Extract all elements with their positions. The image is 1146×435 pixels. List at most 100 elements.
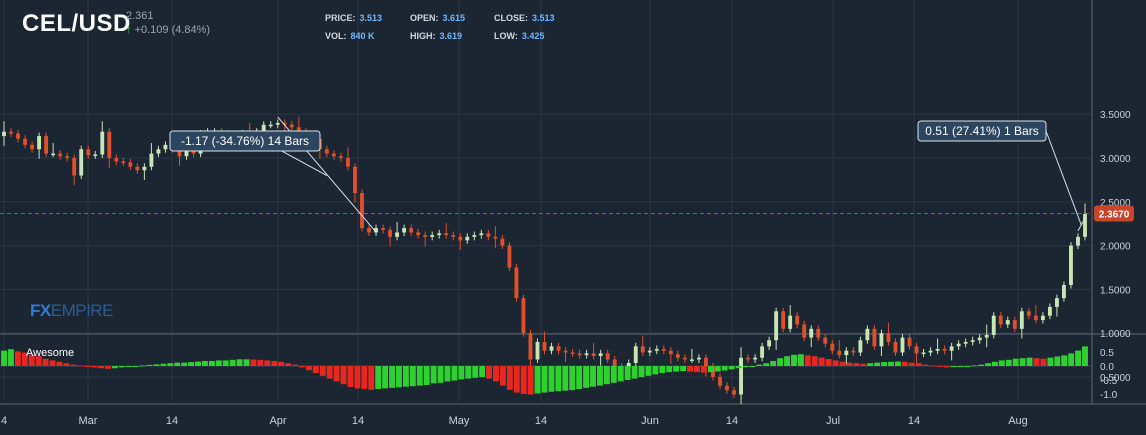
price-change-value: +0.109 (4.84%) bbox=[134, 24, 211, 36]
candle-body bbox=[718, 377, 722, 386]
x-tick-label: 14 bbox=[166, 415, 178, 427]
candle-body bbox=[1019, 311, 1024, 329]
osc-bar bbox=[1040, 358, 1047, 366]
osc-bar bbox=[603, 366, 610, 385]
measure-label: -1.17 (-34.76%) 14 Bars bbox=[181, 134, 309, 148]
candle-body bbox=[661, 348, 666, 351]
candle-body bbox=[753, 357, 758, 360]
osc-bar bbox=[361, 366, 368, 389]
x-tick-label: 14 bbox=[908, 415, 920, 427]
osc-bar bbox=[402, 366, 409, 387]
osc-bar bbox=[874, 362, 881, 366]
candle-body bbox=[612, 359, 617, 367]
osc-bar bbox=[1, 350, 7, 366]
osc-bar bbox=[229, 359, 236, 366]
osc-bar bbox=[264, 360, 271, 366]
y-tick-label: 2.0000 bbox=[1100, 242, 1131, 253]
osc-bar bbox=[1061, 355, 1068, 366]
osc-bar bbox=[21, 352, 28, 366]
osc-bar bbox=[964, 366, 971, 367]
osc-bar bbox=[1005, 359, 1012, 366]
candle-body bbox=[914, 346, 919, 354]
osc-bar bbox=[430, 366, 437, 384]
candle-body bbox=[423, 235, 428, 237]
candle-body bbox=[837, 350, 842, 356]
osc-bar bbox=[527, 366, 534, 395]
candle-body bbox=[261, 124, 266, 132]
candle-body bbox=[675, 354, 680, 358]
candle-body bbox=[760, 346, 765, 358]
candle-body bbox=[451, 235, 456, 237]
osc-bar bbox=[125, 366, 132, 367]
osc-tick-label: -1.0 bbox=[1100, 390, 1118, 401]
candle-body bbox=[542, 341, 547, 351]
candle-body bbox=[774, 311, 779, 341]
candle-body bbox=[100, 131, 105, 155]
ohlc-low: LOW: 3.425 bbox=[494, 31, 545, 41]
osc-bar bbox=[985, 363, 991, 366]
osc-bar bbox=[479, 366, 486, 378]
ohlc-open: OPEN: 3.615 bbox=[410, 13, 466, 23]
candle-body bbox=[865, 328, 870, 341]
candle-body bbox=[816, 328, 821, 338]
osc-bar bbox=[811, 356, 818, 366]
osc-bar bbox=[104, 366, 111, 369]
osc-bar bbox=[832, 360, 839, 366]
candle-body bbox=[795, 315, 800, 325]
osc-bar bbox=[936, 366, 943, 367]
candle-body bbox=[696, 357, 701, 360]
osc-bar bbox=[694, 366, 700, 373]
osc-bar bbox=[167, 363, 174, 366]
y-tick-label: 3.5000 bbox=[1100, 110, 1131, 121]
osc-tick-label: -0.5 bbox=[1100, 376, 1118, 387]
osc-tick-label: 0.5 bbox=[1100, 348, 1114, 359]
osc-bar bbox=[506, 366, 513, 390]
x-tick-label: 14 bbox=[726, 415, 738, 427]
osc-bar bbox=[728, 366, 735, 370]
x-tick-label: 14 bbox=[352, 415, 364, 427]
y-tick-label: 0.5000 bbox=[1100, 373, 1131, 384]
candle-body bbox=[416, 232, 421, 236]
candle-body bbox=[9, 131, 13, 134]
y-tick-label: 3.0000 bbox=[1100, 154, 1131, 165]
osc-bar bbox=[409, 366, 416, 387]
osc-bar bbox=[576, 366, 583, 389]
osc-bar bbox=[292, 364, 298, 366]
candle-body bbox=[886, 333, 891, 342]
osc-bar bbox=[548, 366, 555, 392]
candle-body bbox=[289, 124, 294, 128]
candle-body bbox=[486, 233, 491, 237]
osc-bar bbox=[860, 363, 867, 366]
osc-bar bbox=[257, 359, 264, 366]
candle-body bbox=[114, 158, 119, 162]
osc-bar bbox=[208, 360, 215, 366]
y-tick-label: 1.5000 bbox=[1100, 285, 1131, 296]
osc-bar bbox=[777, 358, 784, 366]
osc-bar bbox=[111, 366, 118, 369]
candle-body bbox=[802, 324, 807, 338]
osc-bar bbox=[638, 366, 645, 378]
candle-body bbox=[121, 161, 126, 164]
osc-bar bbox=[520, 366, 527, 394]
ohlc-vol: VOL: 840 K bbox=[325, 31, 375, 41]
candle-body bbox=[830, 343, 835, 351]
osc-bar bbox=[222, 360, 229, 366]
osc-bar bbox=[1019, 358, 1026, 366]
candle-body bbox=[732, 390, 736, 395]
osc-bar bbox=[14, 351, 21, 366]
candle-body bbox=[535, 341, 540, 360]
candle-body bbox=[65, 156, 70, 158]
osc-bar bbox=[423, 366, 430, 386]
osc-bar bbox=[1054, 356, 1061, 366]
osc-bar bbox=[215, 360, 222, 366]
x-tick-label: Jul bbox=[826, 415, 840, 427]
candle-body bbox=[767, 340, 772, 347]
osc-bar bbox=[493, 366, 499, 382]
candle-body bbox=[268, 124, 273, 127]
osc-bar bbox=[998, 360, 1005, 366]
candle-body bbox=[409, 228, 414, 233]
osc-bar bbox=[562, 366, 569, 391]
candle-body bbox=[977, 337, 982, 341]
osc-bar bbox=[881, 362, 887, 366]
